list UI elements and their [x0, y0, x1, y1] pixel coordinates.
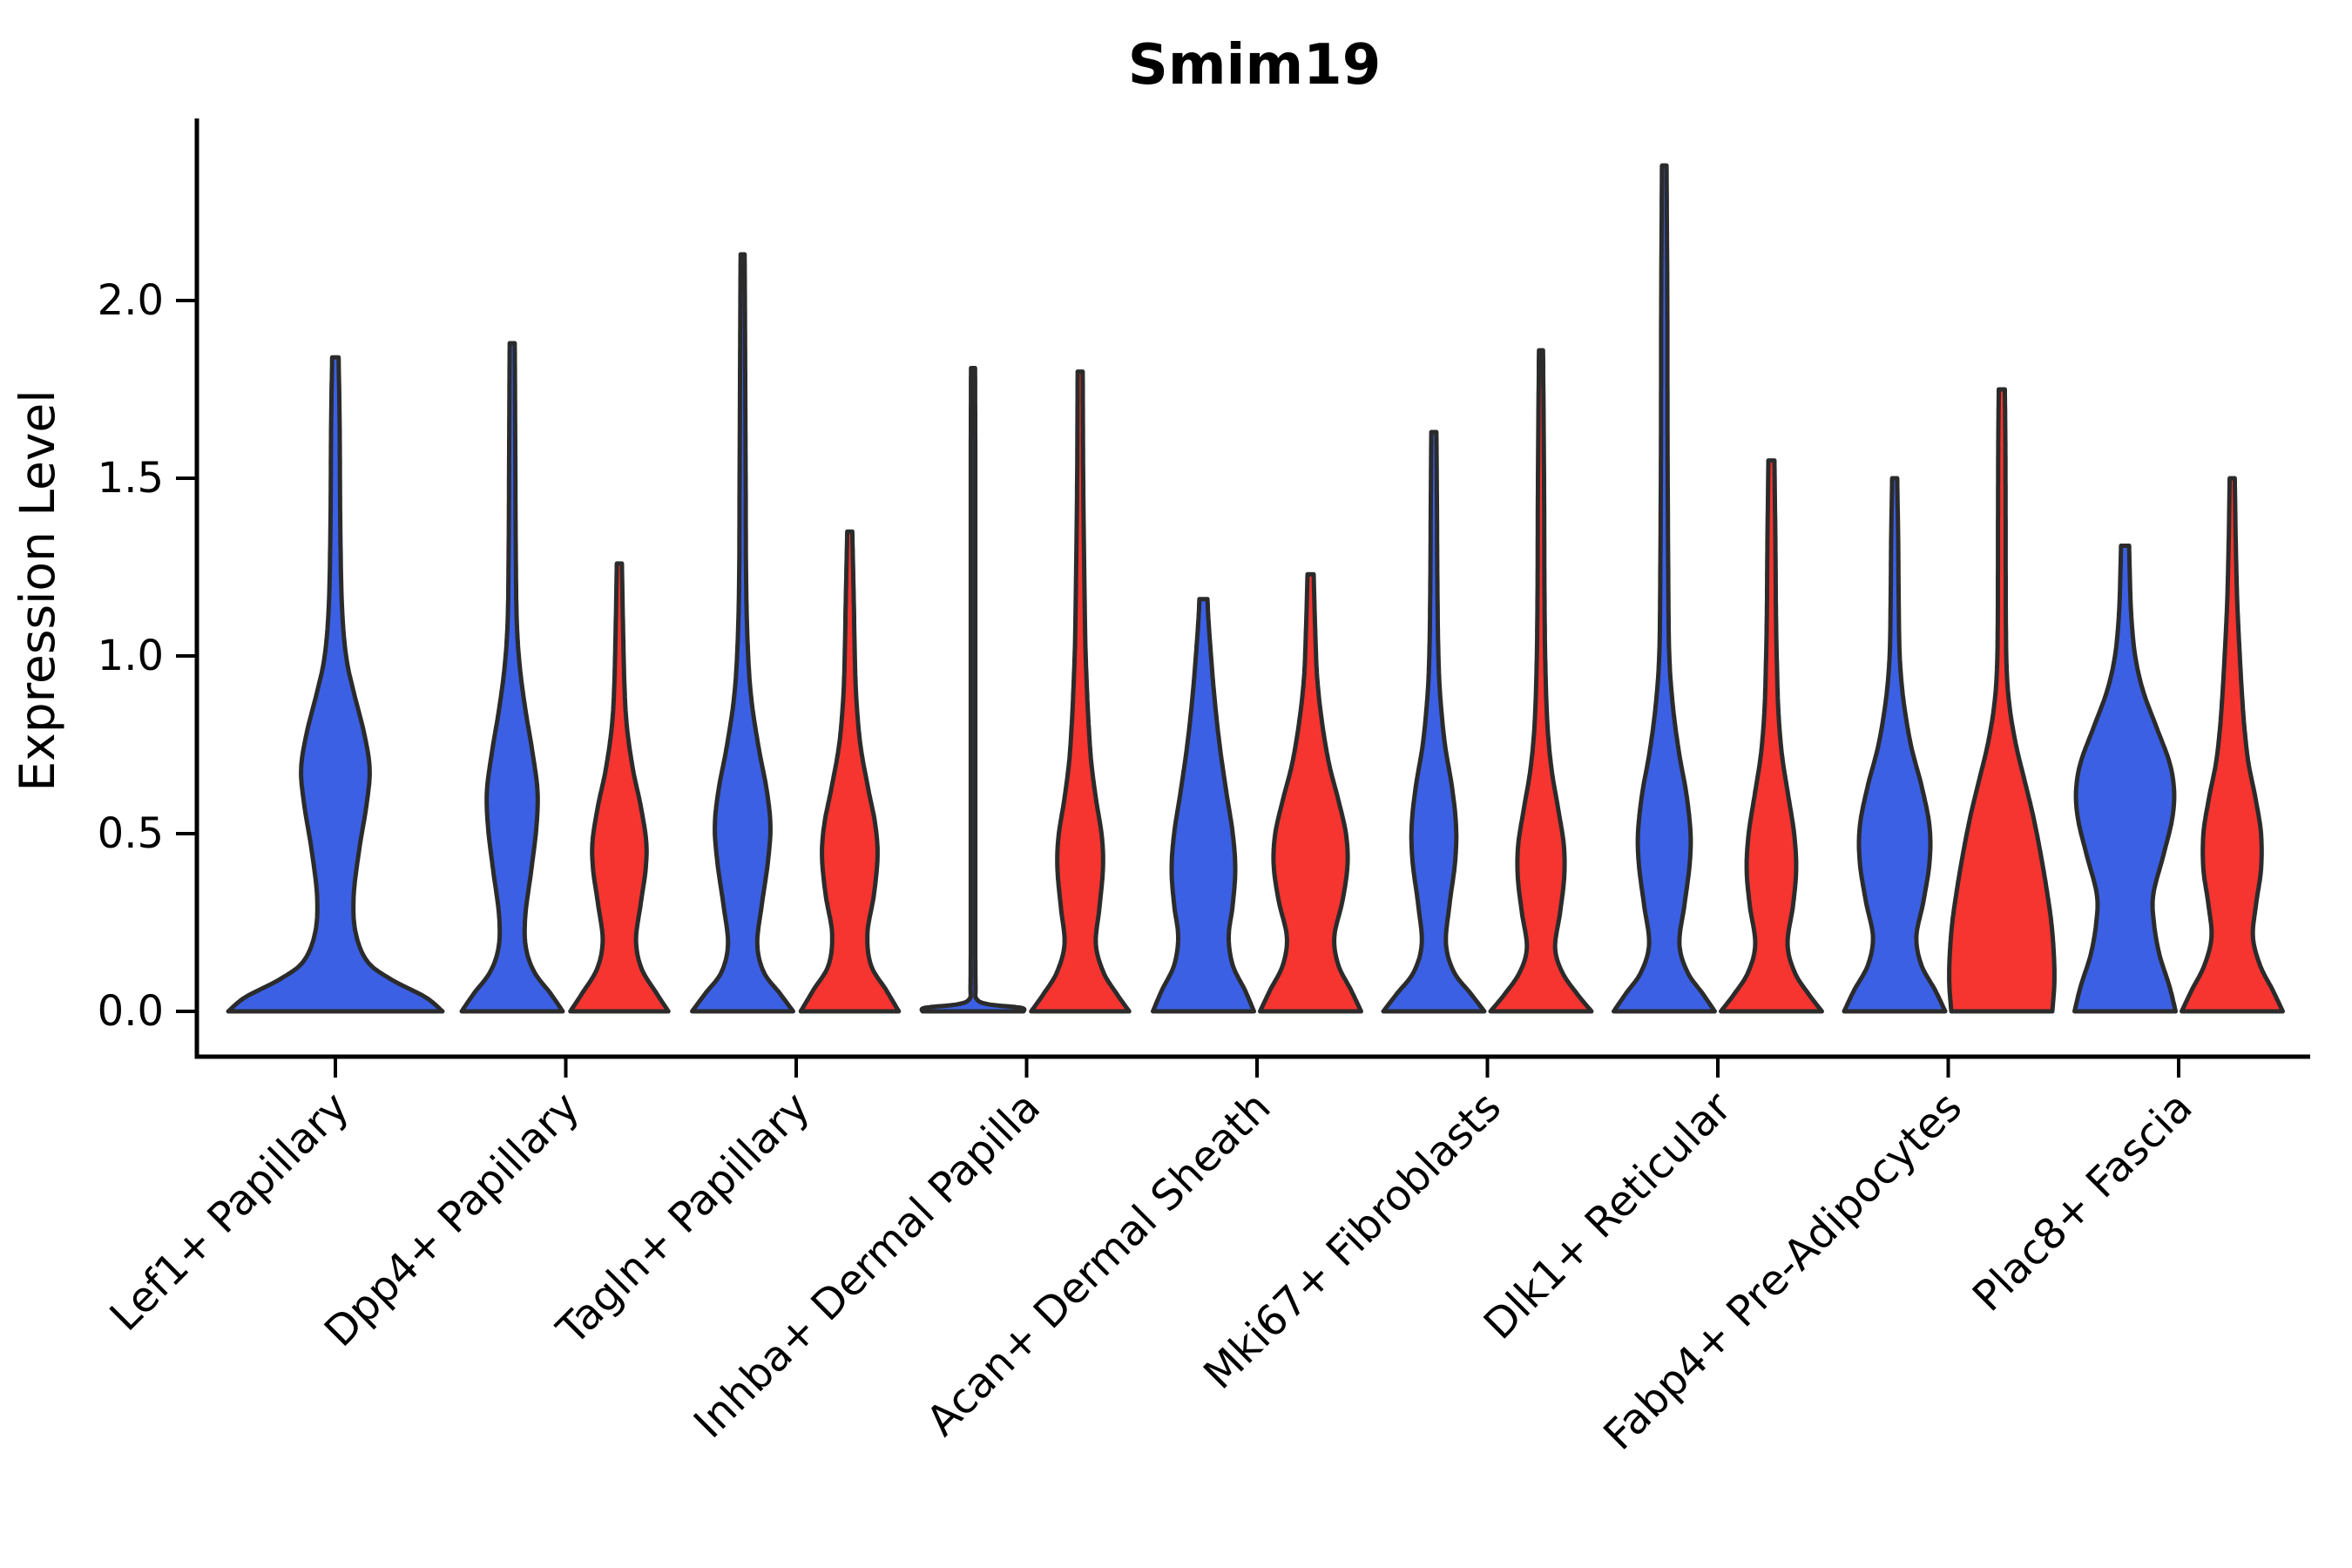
x-label-lef1-papillary: Lef1+ Papillary: [101, 1083, 359, 1341]
y-tick-label-0.0: 0.0: [98, 987, 164, 1036]
x-label-dpp4-papillary: Dpp4+ Papillary: [315, 1083, 589, 1356]
x-tick-labels: Lef1+ Papillary Dpp4+ Papillary Tagln+ P…: [101, 1083, 2202, 1460]
x-label-plac8-fascia: Plac8+ Fascia: [1963, 1083, 2202, 1321]
y-tick-marks: [176, 299, 197, 1013]
y-tick-labels: 0.0 0.5 1.0 1.5 2.0: [98, 276, 164, 1036]
violin-6-blue: [1612, 163, 1717, 1014]
violin-5-red: [1488, 348, 1594, 1014]
violin-3-blue: [919, 366, 1027, 1014]
violin-4-blue: [1151, 597, 1256, 1014]
violin-3-red: [1029, 369, 1132, 1014]
violin-2-blue: [690, 252, 795, 1014]
violin-7-blue: [1842, 476, 1948, 1014]
violin-1-red: [568, 561, 671, 1014]
y-axis-label: Expression Level: [10, 389, 65, 791]
y-tick-label-1.0: 1.0: [98, 632, 164, 680]
violin-5-blue: [1381, 429, 1487, 1014]
violin-2-red: [798, 529, 902, 1014]
violin-8-blue: [2072, 544, 2178, 1014]
x-tick-marks: [334, 1057, 2180, 1078]
violin-layer: [226, 163, 2285, 1014]
violin-8-red: [2180, 476, 2285, 1014]
violin-4-red: [1258, 571, 1363, 1014]
y-tick-label-1.5: 1.5: [98, 454, 164, 503]
violin-7-red: [1947, 387, 2057, 1014]
violin-6-red: [1719, 458, 1824, 1014]
x-label-dlk1-reticular: Dlk1+ Reticular: [1475, 1083, 1741, 1349]
x-label-tagln-papillary: Tagln+ Papillary: [547, 1083, 819, 1355]
violin-0-blue: [226, 355, 445, 1014]
y-tick-label-0.5: 0.5: [98, 809, 164, 858]
chart-title: Smim19: [1128, 33, 1381, 98]
y-tick-label-2.0: 2.0: [98, 276, 164, 325]
violin-1-blue: [459, 341, 565, 1014]
